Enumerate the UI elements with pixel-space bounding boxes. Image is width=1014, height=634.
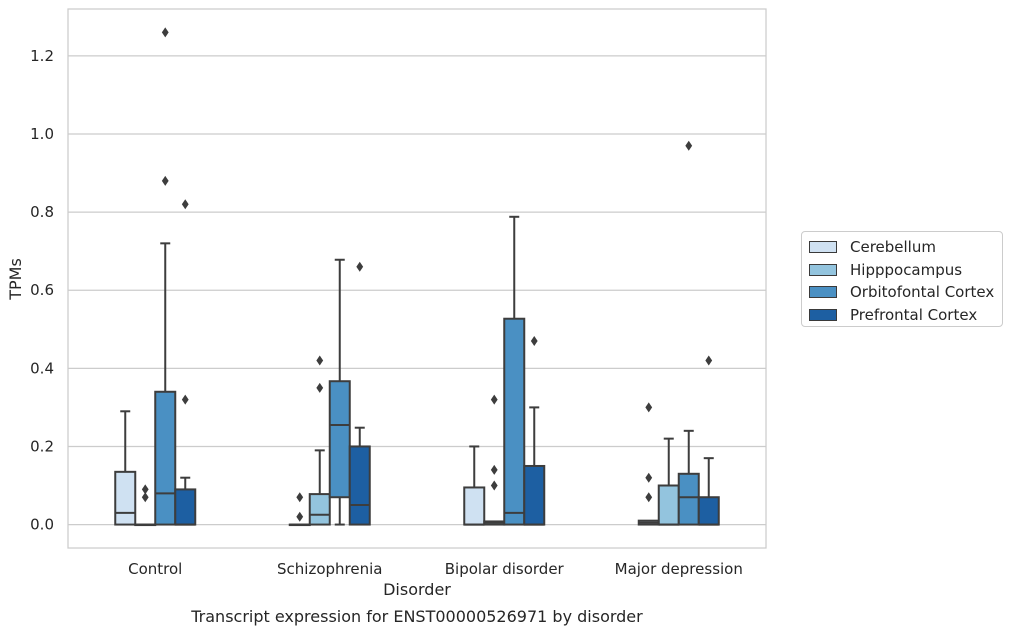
legend-swatch xyxy=(809,241,837,254)
outlier-point xyxy=(645,492,653,503)
x-axis-label: Disorder xyxy=(383,580,451,599)
box-iqr xyxy=(463,486,486,526)
outlier-point xyxy=(490,480,498,491)
x-tick-label: Bipolar disorder xyxy=(445,560,565,578)
legend-item: Prefrontal Cortex xyxy=(809,304,1002,327)
y-tick-label: 1.0 xyxy=(30,125,54,143)
grid-lines xyxy=(68,55,766,526)
y-tick-label: 1.2 xyxy=(30,47,54,65)
box-3-2 xyxy=(677,140,700,526)
outlier-point xyxy=(141,492,149,503)
y-tick-label: 0.2 xyxy=(30,437,54,455)
outlier-point xyxy=(161,27,169,38)
box-1-2 xyxy=(328,258,351,526)
legend-label: Hipppocampus xyxy=(850,260,963,279)
outlier-point xyxy=(530,335,538,346)
box-3-0 xyxy=(637,402,660,526)
box-iqr xyxy=(348,445,371,526)
legend: Cerebellum Hipppocampus Orbitofontal Corte… xyxy=(801,231,1003,327)
box-3-1 xyxy=(657,437,680,526)
box-0-3 xyxy=(174,199,197,526)
box-2-0 xyxy=(463,445,486,526)
box-iqr xyxy=(154,390,177,526)
legend-item: Orbitofontal Cortex xyxy=(809,281,1002,304)
outlier-point xyxy=(685,140,693,151)
box-iqr xyxy=(697,496,720,526)
box-plot-marks xyxy=(114,27,720,527)
box-iqr xyxy=(308,493,331,526)
box-iqr xyxy=(174,488,197,526)
box-iqr xyxy=(523,464,546,526)
box-iqr xyxy=(677,472,700,526)
y-tick-label: 0.0 xyxy=(30,516,54,534)
box-1-1 xyxy=(308,355,331,526)
y-tick-label: 0.8 xyxy=(30,203,54,221)
outlier-point xyxy=(645,402,653,413)
box-iqr xyxy=(503,317,526,526)
outlier-point xyxy=(141,484,149,495)
box-1-3 xyxy=(348,261,371,526)
legend-label: Cerebellum xyxy=(850,238,936,257)
outlier-point xyxy=(161,175,169,186)
box-0-1 xyxy=(134,484,157,527)
x-axis-ticks: Control Schizophrenia Bipolar disorder Majo… xyxy=(128,560,743,578)
plot-frame xyxy=(67,8,767,549)
legend-label: Orbitofontal Cortex xyxy=(850,283,995,302)
box-1-0 xyxy=(288,492,311,527)
box-2-3 xyxy=(523,335,546,526)
legend-swatch xyxy=(809,308,837,321)
y-tick-label: 0.4 xyxy=(30,359,54,377)
x-tick-label: Major depression xyxy=(615,560,743,578)
outlier-point xyxy=(316,382,324,393)
box-3-3 xyxy=(697,355,720,526)
box-iqr xyxy=(114,470,137,526)
legend-label: Prefrontal Cortex xyxy=(850,305,978,324)
outlier-point xyxy=(490,394,498,405)
outlier-point xyxy=(490,464,498,475)
y-tick-label: 0.6 xyxy=(30,281,54,299)
outlier-point xyxy=(356,261,364,272)
box-0-0 xyxy=(114,410,137,526)
box-0-2 xyxy=(154,27,177,526)
legend-swatch xyxy=(809,263,837,276)
box-iqr xyxy=(657,484,680,526)
x-tick-label: Schizophrenia xyxy=(277,560,382,578)
outlier-point xyxy=(296,492,304,503)
chart-caption: Transcript expression for ENST0000052697… xyxy=(190,607,643,626)
legend-swatch xyxy=(809,286,837,299)
outlier-point xyxy=(181,199,189,210)
outlier-point xyxy=(296,511,304,522)
legend-item: Cerebellum xyxy=(809,236,1002,259)
outlier-point xyxy=(316,355,324,366)
outlier-point xyxy=(181,394,189,405)
legend-item: Hipppocampus xyxy=(809,259,1002,282)
outlier-point xyxy=(645,472,653,483)
box-2-2 xyxy=(503,215,526,526)
box-2-1 xyxy=(483,394,506,526)
x-tick-label: Control xyxy=(128,560,182,578)
y-axis-ticks: 0.0 0.2 0.4 0.6 0.8 1.0 1.2 xyxy=(30,47,54,534)
outlier-point xyxy=(705,355,713,366)
box-iqr xyxy=(328,380,351,499)
y-axis-label: TPMs xyxy=(6,258,25,301)
